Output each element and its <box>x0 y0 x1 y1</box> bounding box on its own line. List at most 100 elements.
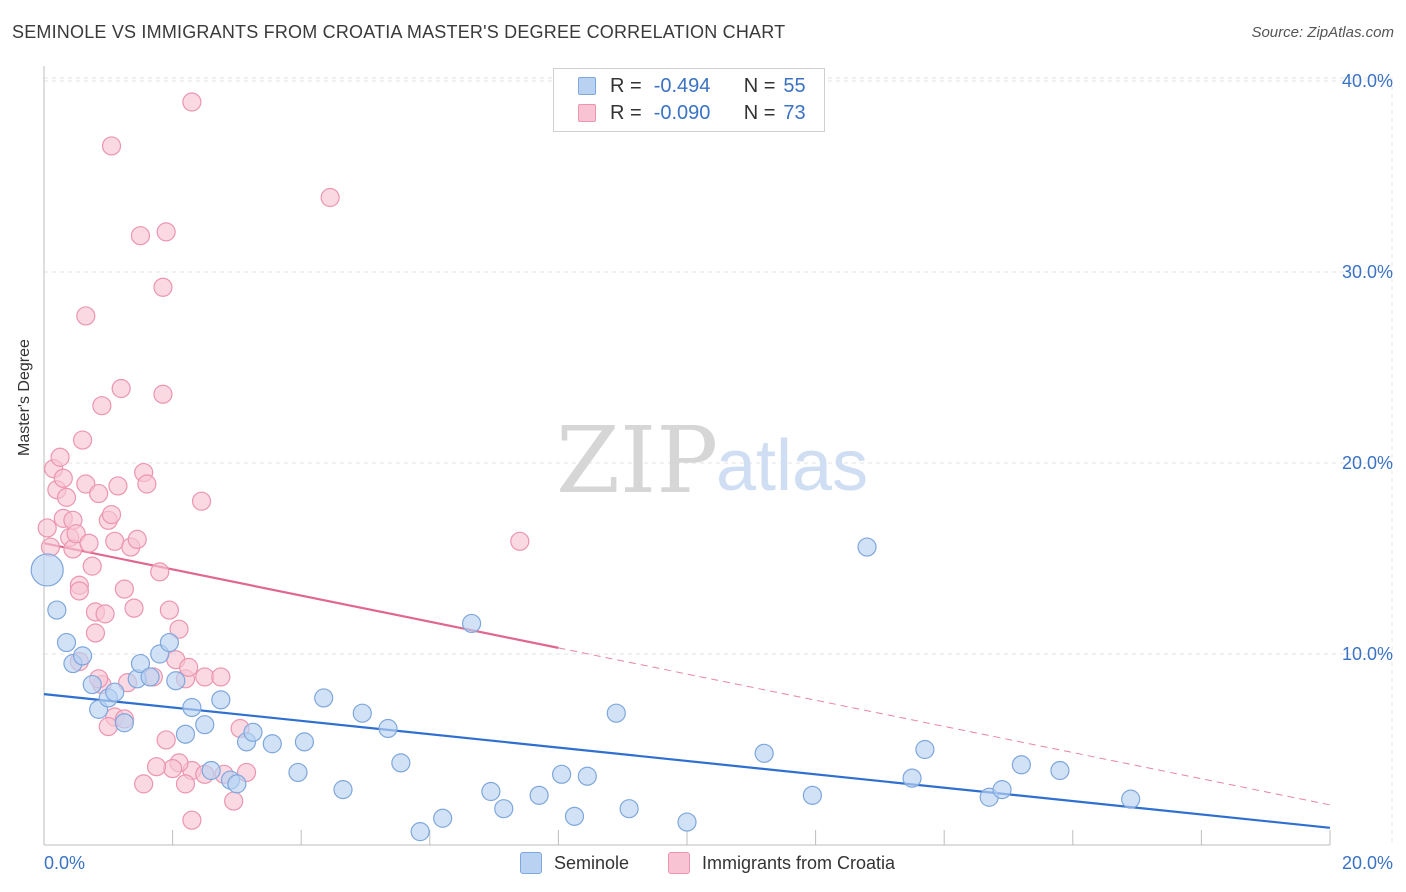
point-seminole <box>72 646 93 666</box>
legend-r-value-croatia: -0.090 <box>653 101 711 124</box>
bottom-legend-label-seminole: Seminole <box>554 852 630 873</box>
point-seminole <box>677 812 697 832</box>
x-tick-label-max: 20.0% <box>1342 853 1393 873</box>
point-croatia <box>89 483 109 504</box>
correlation-legend: R = -0.494 N = 55 R = -0.090 N = 73 <box>553 68 825 132</box>
point-croatia <box>85 623 106 643</box>
trend-line-seminole <box>43 693 1331 829</box>
point-seminole <box>140 667 160 687</box>
point-croatia <box>146 757 167 777</box>
chart-title: SEMINOLE VS IMMIGRANTS FROM CROATIA MAST… <box>12 22 786 42</box>
point-seminole <box>82 674 102 695</box>
y-tick-label: 30.0% <box>1342 262 1393 282</box>
point-seminole <box>201 760 221 781</box>
legend-n-label: N = <box>743 101 776 124</box>
point-croatia <box>40 537 61 557</box>
point-croatia <box>159 600 179 620</box>
point-seminole <box>262 734 282 754</box>
watermark-zip: ZIP <box>556 407 718 514</box>
point-seminole <box>130 653 151 674</box>
point-croatia <box>150 562 170 582</box>
bottom-legend-swatch-seminole <box>520 852 542 874</box>
legend-row-croatia: R = -0.090 N = 73 <box>578 101 806 125</box>
point-seminole <box>915 739 935 760</box>
legend-swatch-croatia <box>578 104 596 122</box>
point-croatia <box>95 604 115 624</box>
point-croatia <box>182 92 202 112</box>
legend-n-value-croatia: 73 <box>783 101 806 124</box>
point-seminole <box>211 690 231 710</box>
point-croatia <box>111 378 131 399</box>
point-seminole <box>314 688 334 708</box>
point-seminole <box>227 774 247 794</box>
point-croatia <box>108 476 128 496</box>
point-seminole <box>802 785 822 805</box>
point-croatia <box>98 716 118 737</box>
point-seminole <box>606 703 626 723</box>
point-seminole <box>56 632 77 653</box>
point-seminole <box>182 697 202 718</box>
point-seminole <box>1011 755 1031 775</box>
point-seminole <box>481 781 501 802</box>
point-seminole <box>105 682 125 702</box>
point-seminole <box>619 799 639 819</box>
point-seminole <box>378 718 398 739</box>
point-croatia <box>127 529 147 550</box>
legend-r-label: R = <box>610 74 642 97</box>
source-credit: Source: ZipAtlas.com <box>1251 24 1394 41</box>
point-seminole <box>47 600 67 620</box>
point-croatia <box>156 730 176 750</box>
point-seminole <box>902 768 922 788</box>
legend-r-value-seminole: -0.494 <box>653 74 711 97</box>
point-seminole <box>433 808 453 828</box>
axes <box>43 66 1331 846</box>
y-tick-label: 40.0% <box>1342 71 1393 91</box>
point-croatia <box>179 657 199 677</box>
point-croatia <box>101 136 122 156</box>
legend-n-value-seminole: 55 <box>783 74 806 97</box>
point-croatia <box>69 581 89 601</box>
legend-row-seminole: R = -0.494 N = 55 <box>578 74 806 98</box>
point-croatia <box>79 533 99 553</box>
point-seminole <box>294 732 315 752</box>
point-seminole <box>114 713 134 733</box>
bottom-legend-label-croatia: Immigrants from Croatia <box>702 852 896 873</box>
point-seminole <box>529 785 549 805</box>
watermark-atlas: atlas <box>716 426 868 506</box>
point-croatia <box>320 187 340 208</box>
tick-labels: 10.0% 20.0% 30.0% 40.0% 0.0% 20.0% <box>44 71 1393 873</box>
point-croatia <box>191 491 212 511</box>
legend-n-label: N = <box>743 74 776 97</box>
point-seminole <box>461 613 482 634</box>
point-seminole <box>577 766 597 786</box>
point-croatia <box>124 598 144 618</box>
watermark: ZIP atlas <box>556 407 868 514</box>
point-seminole <box>992 780 1012 800</box>
point-seminole <box>175 724 196 744</box>
bottom-legend-seminole: Seminole <box>520 852 629 874</box>
point-seminole <box>1121 789 1141 809</box>
trend-line-croatia-dashed <box>558 647 1331 806</box>
point-croatia <box>163 758 183 779</box>
point-seminole <box>159 632 179 653</box>
point-croatia <box>175 774 196 794</box>
point-croatia <box>137 474 157 494</box>
point-croatia <box>101 504 122 525</box>
point-croatia <box>195 667 215 687</box>
point-seminole <box>410 822 430 842</box>
point-croatia <box>114 579 134 599</box>
legend-swatch-seminole <box>578 77 596 95</box>
point-croatia <box>130 226 151 246</box>
point-seminole <box>552 764 572 784</box>
point-croatia <box>169 619 189 639</box>
legend-r-label: R = <box>610 101 642 124</box>
x-tick-label-min: 0.0% <box>44 853 85 873</box>
bottom-legend-croatia: Immigrants from Croatia <box>668 852 895 874</box>
point-croatia <box>56 487 77 507</box>
point-seminole <box>288 762 308 783</box>
point-seminole <box>333 780 353 800</box>
point-croatia <box>153 384 173 404</box>
point-seminole <box>494 799 514 819</box>
point-croatia <box>153 277 173 297</box>
